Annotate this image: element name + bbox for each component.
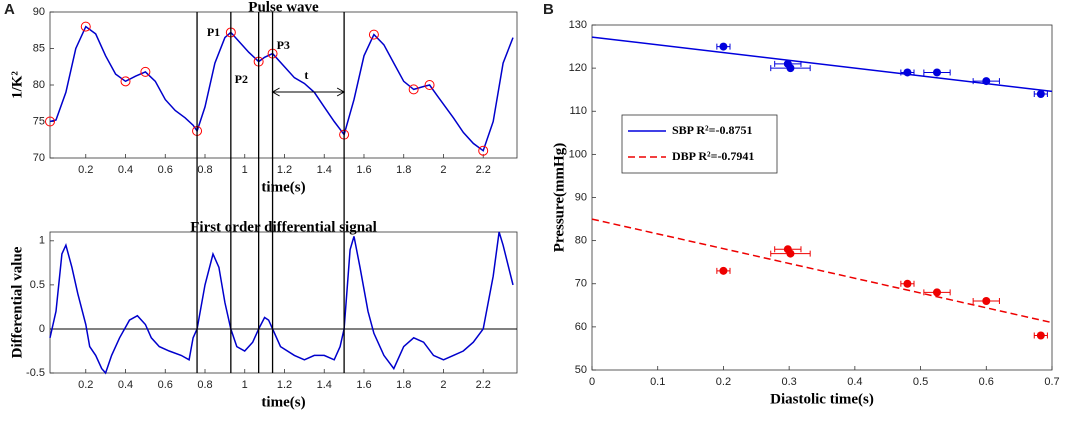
annotation: P1 bbox=[207, 25, 220, 39]
point bbox=[1036, 331, 1045, 340]
point bbox=[1036, 90, 1045, 98]
plot-frame bbox=[591, 24, 1053, 371]
x-tick-label: 0.4 bbox=[118, 379, 133, 391]
peak-marker bbox=[140, 66, 151, 77]
x-tick-label: 2 bbox=[440, 164, 446, 176]
panel-label: A bbox=[4, 1, 15, 18]
y-tick-label: 120 bbox=[569, 62, 587, 74]
fit-line bbox=[591, 36, 1053, 93]
y-tick-label: 80 bbox=[575, 235, 587, 247]
point bbox=[719, 42, 728, 51]
y-tick-label: 75 bbox=[33, 115, 45, 127]
y-tick-label: -0.5 bbox=[26, 367, 45, 379]
legend-label: DBP R²=-0.7941 bbox=[672, 149, 754, 163]
peak-marker bbox=[120, 76, 131, 87]
point bbox=[933, 68, 941, 77]
point bbox=[719, 266, 728, 275]
x-tick-label: 0.4 bbox=[847, 376, 862, 388]
plot-frame bbox=[49, 11, 518, 159]
chart-title: Pulse wave bbox=[248, 0, 319, 15]
signal-line bbox=[49, 231, 514, 375]
plot-frame bbox=[49, 231, 518, 374]
peak-marker bbox=[80, 21, 91, 32]
x-tick-label: 1.2 bbox=[277, 379, 292, 391]
fit-line bbox=[591, 218, 1053, 324]
x-tick-label: 0.2 bbox=[78, 379, 93, 391]
point bbox=[982, 297, 991, 305]
y-tick-label: 80 bbox=[33, 79, 45, 91]
y-tick-label: 90 bbox=[33, 6, 45, 18]
x-tick-label: 1 bbox=[242, 379, 248, 391]
y-tick-label: 90 bbox=[575, 191, 587, 203]
y-tick-label: 0 bbox=[39, 323, 45, 335]
x-tick-label: 2.2 bbox=[476, 164, 491, 176]
x-tick-label: 0.7 bbox=[1044, 376, 1059, 388]
point bbox=[903, 68, 912, 77]
peak-marker bbox=[45, 116, 55, 127]
legend-label: SBP R²=-0.8751 bbox=[672, 123, 752, 137]
x-tick-label: 0.8 bbox=[197, 379, 212, 391]
x-tick-label: 0.6 bbox=[158, 164, 173, 176]
x-tick-label: 0.5 bbox=[913, 376, 928, 388]
x-tick-label: 0.2 bbox=[78, 164, 93, 176]
x-tick-label: 1.8 bbox=[396, 164, 411, 176]
x-tick-label: 0.4 bbox=[118, 164, 133, 176]
peak-marker bbox=[368, 29, 379, 40]
x-tick-label: 0.2 bbox=[716, 376, 731, 388]
x-tick-label: 1.4 bbox=[317, 379, 332, 391]
annotation: P3 bbox=[277, 38, 290, 52]
chart-title: First order differential signal bbox=[190, 219, 377, 235]
legend-box bbox=[621, 114, 778, 174]
x-axis-label: time(s) bbox=[261, 179, 305, 195]
x-tick-label: 1.6 bbox=[356, 379, 371, 391]
x-tick-label: 0.6 bbox=[158, 379, 173, 391]
x-tick-label: 0.1 bbox=[650, 376, 665, 388]
interval-arrow bbox=[271, 87, 346, 97]
point bbox=[933, 288, 941, 297]
point bbox=[786, 249, 795, 258]
y-tick-label: 100 bbox=[569, 148, 587, 160]
y-axis-label: Pressure(mmHg) bbox=[551, 143, 567, 252]
x-tick-label: 0.8 bbox=[197, 164, 212, 176]
peak-marker bbox=[478, 145, 489, 156]
x-tick-label: 1.2 bbox=[277, 164, 292, 176]
point bbox=[786, 64, 795, 73]
y-tick-label: 60 bbox=[575, 321, 587, 333]
x-tick-label: 0 bbox=[589, 376, 595, 388]
annotation: t bbox=[304, 68, 308, 82]
annotation: P2 bbox=[235, 72, 248, 86]
x-tick-label: 1 bbox=[242, 164, 248, 176]
y-tick-label: 70 bbox=[575, 278, 587, 290]
point bbox=[903, 279, 912, 288]
peak-marker bbox=[408, 84, 419, 95]
y-tick-label: 70 bbox=[33, 152, 45, 164]
y-axis-label: 1/K² bbox=[9, 71, 25, 99]
y-tick-label: 85 bbox=[33, 42, 45, 54]
y-axis-label: Differential value bbox=[9, 246, 25, 358]
x-tick-label: 1.4 bbox=[317, 164, 332, 176]
panel-label: B bbox=[543, 1, 554, 18]
x-tick-label: 2.2 bbox=[476, 379, 491, 391]
x-axis-label: time(s) bbox=[261, 394, 305, 410]
y-tick-label: 1 bbox=[39, 235, 45, 247]
y-tick-label: 110 bbox=[569, 105, 587, 117]
x-tick-label: 1.6 bbox=[356, 164, 371, 176]
x-tick-label: 0.3 bbox=[781, 376, 796, 388]
point bbox=[982, 77, 991, 86]
y-tick-label: 50 bbox=[575, 364, 587, 376]
x-tick-label: 0.6 bbox=[979, 376, 994, 388]
x-tick-label: 1.8 bbox=[396, 379, 411, 391]
peak-marker bbox=[424, 80, 435, 90]
x-axis-label: Diastolic time(s) bbox=[770, 391, 874, 407]
y-tick-label: 130 bbox=[569, 19, 587, 31]
x-tick-label: 2 bbox=[440, 379, 446, 391]
y-tick-label: 0.5 bbox=[30, 279, 45, 291]
